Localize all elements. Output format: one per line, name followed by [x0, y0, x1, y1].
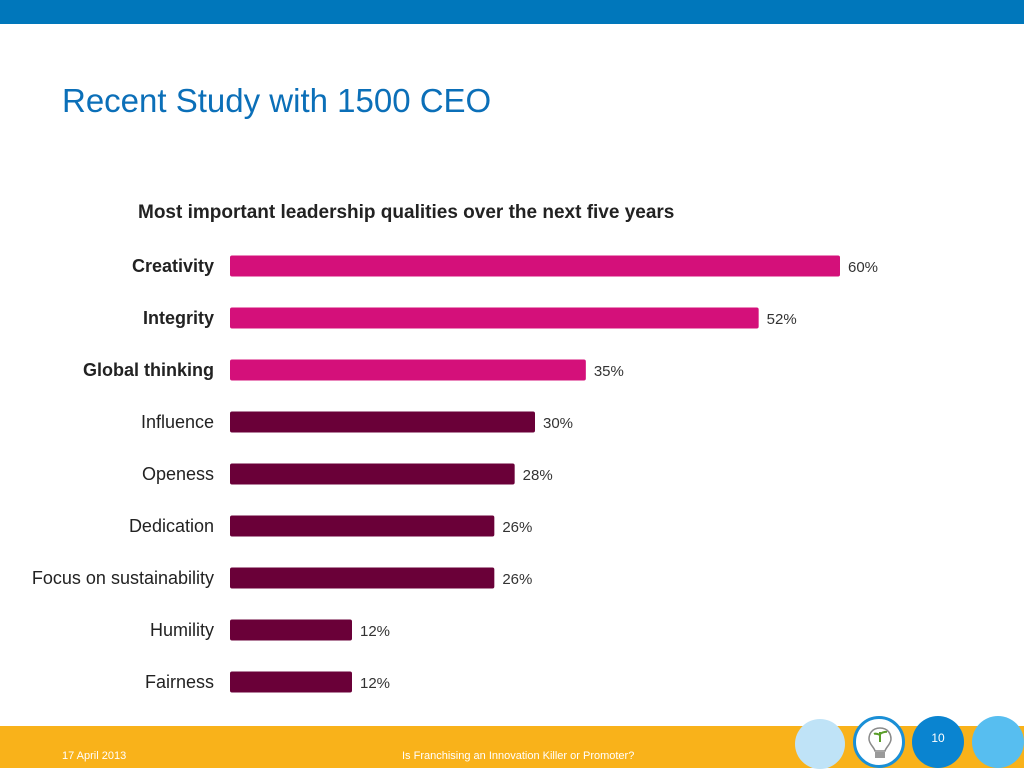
- lightbulb-icon: [868, 727, 892, 758]
- category-label: Dedication: [129, 516, 214, 536]
- page-number: 10: [931, 731, 945, 745]
- top-accent-bar: [0, 0, 1024, 24]
- value-label: 52%: [767, 311, 797, 328]
- category-label: Humility: [150, 620, 214, 640]
- category-label: Global thinking: [83, 360, 214, 380]
- bar: [230, 411, 535, 433]
- bar: [230, 359, 586, 381]
- bar: [230, 619, 352, 641]
- slide-title: Recent Study with 1500 CEO: [62, 82, 492, 119]
- value-label: 35%: [594, 363, 624, 380]
- value-label: 60%: [848, 259, 878, 276]
- value-label: 26%: [502, 571, 532, 588]
- category-label: Creativity: [132, 256, 214, 276]
- value-label: 12%: [360, 623, 390, 640]
- bar: [230, 255, 840, 277]
- decorative-circle-blue: [972, 716, 1024, 768]
- decorative-circle-light: [795, 719, 845, 769]
- bar-chart: Most important leadership qualities over…: [32, 202, 878, 693]
- bar: [230, 671, 352, 693]
- value-label: 26%: [502, 519, 532, 536]
- value-label: 30%: [543, 415, 573, 432]
- footer-presentation-title: Is Franchising an Innovation Killer or P…: [402, 750, 635, 762]
- category-label: Influence: [141, 412, 214, 432]
- category-label: Integrity: [143, 308, 214, 328]
- page-number-circle: [912, 716, 964, 768]
- bar: [230, 567, 495, 589]
- bar: [230, 515, 495, 537]
- category-label: Focus on sustainability: [32, 568, 214, 588]
- value-label: 28%: [523, 467, 553, 484]
- category-label: Openess: [142, 464, 214, 484]
- value-label: 12%: [360, 675, 390, 692]
- chart-title: Most important leadership qualities over…: [138, 202, 674, 223]
- bar: [230, 307, 759, 329]
- bar: [230, 463, 515, 485]
- category-label: Fairness: [145, 672, 214, 692]
- footer-date: 17 April 2013: [62, 750, 127, 762]
